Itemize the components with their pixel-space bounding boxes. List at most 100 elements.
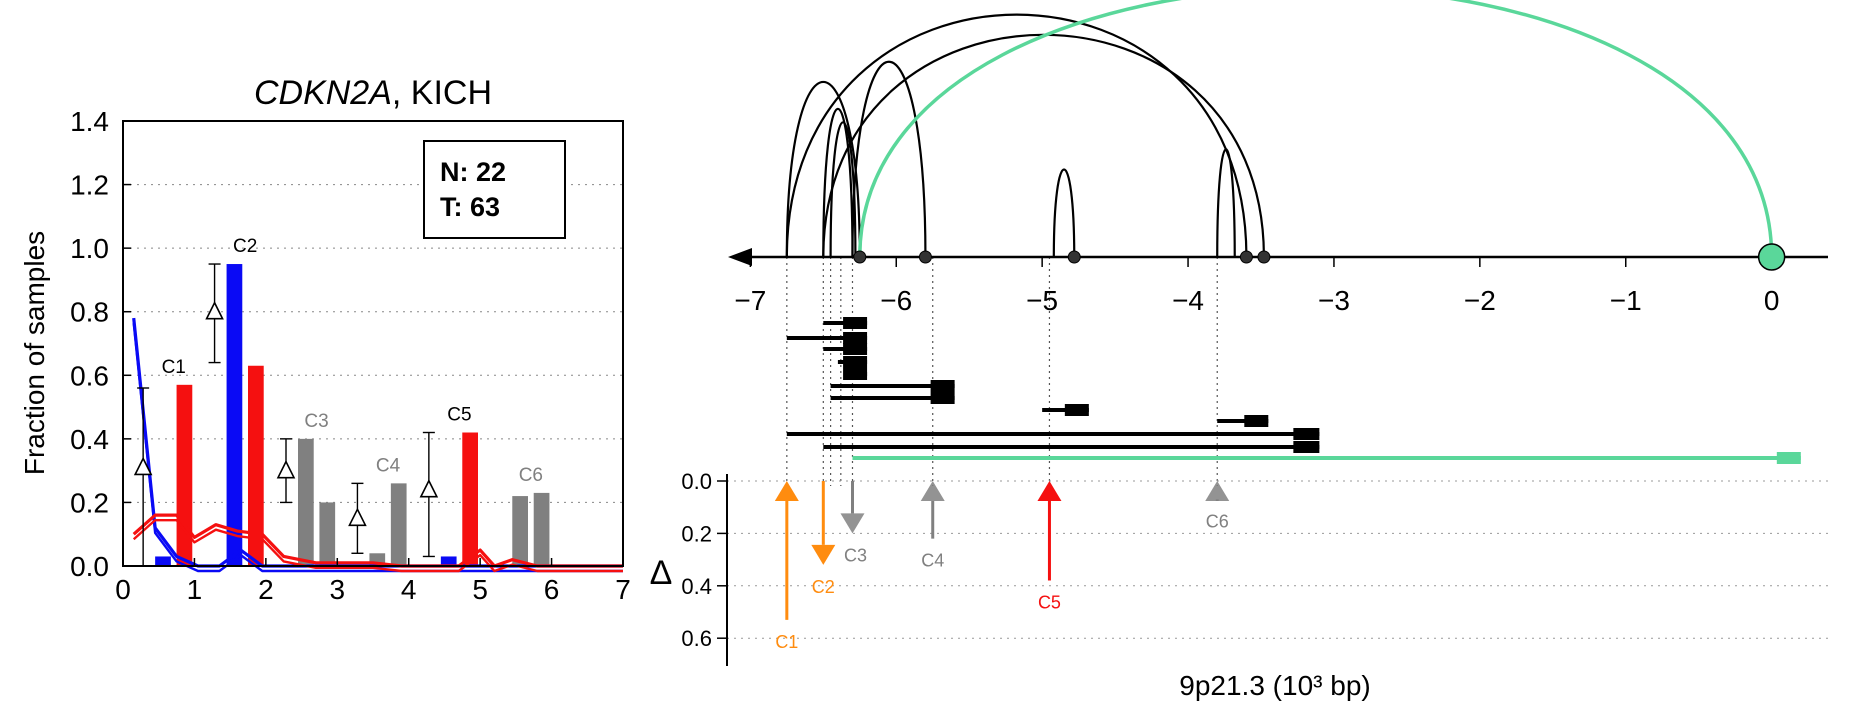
arc bbox=[822, 33, 1266, 258]
exon-block bbox=[843, 317, 868, 329]
exon-block bbox=[843, 343, 868, 355]
genome-axis-ticks: −7 −6 −5 −4 −3 −2 −1 0 bbox=[734, 257, 1779, 316]
title-gene: CDKN2A bbox=[254, 74, 392, 112]
series-line-outline-0 bbox=[132, 322, 623, 573]
delta-arrow-head bbox=[1037, 481, 1062, 501]
arcs bbox=[785, 0, 1774, 258]
title-cancer: , KICH bbox=[392, 74, 492, 112]
delta-marker bbox=[133, 456, 153, 476]
bar-normal-c1 bbox=[155, 556, 171, 566]
breakpoint bbox=[853, 250, 867, 264]
x-tick-label: 5 bbox=[472, 574, 488, 605]
y-tick-label: 0.4 bbox=[70, 424, 109, 455]
delta-tick-label: 0.4 bbox=[681, 574, 712, 599]
x-tick-label: 2 bbox=[258, 574, 274, 605]
delta-arrow-label-c1: C1 bbox=[775, 632, 798, 652]
cluster-label-c2: C2 bbox=[233, 236, 257, 257]
exon-block bbox=[930, 392, 955, 404]
exon-block bbox=[843, 332, 868, 344]
delta-marker bbox=[205, 300, 224, 320]
x-tick-label: 0 bbox=[115, 574, 131, 605]
delta-grid: 0.0 0.2 0.4 0.6 bbox=[681, 469, 1828, 651]
delta-arrow-head bbox=[774, 481, 799, 501]
axis-ticks: 0 1 2 3 4 5 6 7 0.0 0.2 0.4 0.6 0.8 1.0 1.2 1.4 bbox=[70, 106, 631, 605]
bar-normal-c6 bbox=[512, 496, 528, 566]
delta-arrow-label-c3: C3 bbox=[844, 545, 867, 565]
exon-block bbox=[843, 368, 868, 380]
delta-arrow-head bbox=[920, 481, 945, 501]
y-tick-label: 0.6 bbox=[70, 360, 109, 391]
series-line-outline-1 bbox=[132, 518, 623, 573]
cluster-label-c5: C5 bbox=[447, 405, 471, 426]
genome-tick-label: 0 bbox=[1764, 285, 1780, 316]
exon-block bbox=[1293, 428, 1320, 440]
y-tick-label: 1.4 bbox=[70, 106, 109, 137]
cluster-labels: C1 C2 C3 C4 C5 C6 bbox=[162, 236, 543, 486]
bar-tumor-c4 bbox=[390, 483, 407, 566]
breakpoint bbox=[1067, 250, 1081, 264]
bar-chart-panel: CDKN2A, KICH Fraction of samples C1C2C3C… bbox=[19, 74, 631, 605]
genome-axis-label: 9p21.3 (10³ bp) bbox=[1179, 670, 1370, 701]
delta-tick-label: 0.6 bbox=[681, 626, 712, 651]
plot-frame bbox=[122, 120, 624, 567]
breakpoint bbox=[1239, 250, 1253, 264]
delta-arrows: C1 C2 C3 C4 C5 C6 bbox=[774, 481, 1230, 652]
x-tick-label: 4 bbox=[401, 574, 417, 605]
genome-tick-label: −2 bbox=[1464, 285, 1496, 316]
arc bbox=[851, 60, 927, 258]
highlighted-breakpoint bbox=[1757, 243, 1786, 271]
delta-arrow-head bbox=[840, 513, 865, 534]
genome-tick-label: −7 bbox=[734, 285, 766, 316]
y-tick-label: 0.0 bbox=[70, 551, 109, 582]
breakpoint bbox=[918, 250, 932, 264]
y-tick-label: 1.2 bbox=[70, 170, 109, 201]
exon-block bbox=[930, 380, 955, 392]
chart-title: CDKN2A, KICH bbox=[254, 74, 492, 112]
y-tick-label: 1.0 bbox=[70, 233, 109, 264]
arc bbox=[1216, 148, 1236, 258]
cluster-label-c1: C1 bbox=[162, 357, 186, 378]
exon-block bbox=[1293, 441, 1320, 453]
genome-tick-label: −6 bbox=[880, 285, 912, 316]
transcript-tracks bbox=[786, 317, 1801, 464]
cluster-label-c3: C3 bbox=[304, 411, 328, 432]
delta-arrow-head bbox=[811, 544, 836, 565]
arc bbox=[785, 13, 1248, 258]
y-tick-label: 0.2 bbox=[70, 487, 109, 518]
delta-arrow-label-c6: C6 bbox=[1206, 511, 1229, 531]
bar-series bbox=[155, 264, 550, 566]
x-tick-label: 3 bbox=[329, 574, 345, 605]
legend-tumor-count: T: 63 bbox=[440, 192, 500, 222]
delta-axis-label: Δ bbox=[650, 554, 673, 592]
genome-tick-label: −4 bbox=[1172, 285, 1204, 316]
delta-arrow-head bbox=[1205, 481, 1230, 501]
genome-tick-label: −1 bbox=[1610, 285, 1642, 316]
exon-block bbox=[843, 356, 868, 368]
series-line-1 bbox=[132, 513, 623, 568]
arc bbox=[822, 108, 854, 258]
line-series bbox=[132, 317, 623, 573]
exon-block bbox=[1064, 404, 1089, 416]
delta-arrow-label-c2: C2 bbox=[812, 577, 835, 597]
arc bbox=[1052, 168, 1076, 258]
delta-marker bbox=[276, 459, 296, 479]
bar-tumor-c3 bbox=[319, 502, 336, 566]
x-tick-label: 7 bbox=[615, 574, 631, 605]
x-tick-label: 1 bbox=[187, 574, 203, 605]
delta-arrow-label-c5: C5 bbox=[1038, 593, 1061, 613]
bar-tumor-c1 bbox=[176, 384, 193, 566]
exon-block bbox=[1244, 415, 1269, 427]
legend-box: N: 22 T: 63 bbox=[423, 140, 566, 239]
delta-marker bbox=[348, 507, 367, 527]
legend-normal-count: N: 22 bbox=[440, 157, 506, 187]
delta-arrow-label-c4: C4 bbox=[921, 551, 944, 571]
delta-tick-label: 0.2 bbox=[681, 521, 712, 546]
cluster-label-c4: C4 bbox=[376, 455, 401, 476]
delta-tick-label: 0.0 bbox=[681, 469, 712, 494]
highlighted-exon-block bbox=[1776, 452, 1801, 464]
bar-tumor-c2 bbox=[248, 365, 264, 566]
genome-tick-label: −5 bbox=[1026, 285, 1058, 316]
bar-tumor-c5 bbox=[462, 432, 478, 566]
